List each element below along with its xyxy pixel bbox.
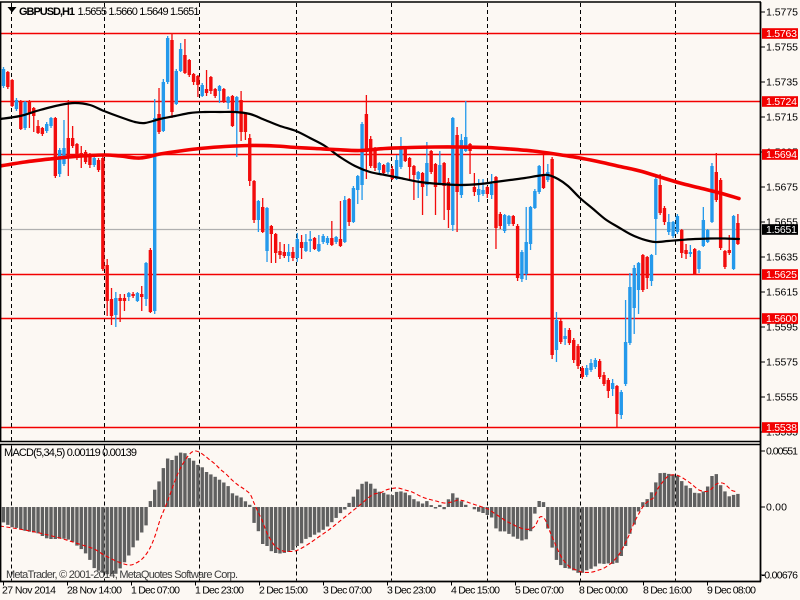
svg-text:1.5755: 1.5755 [766, 42, 798, 54]
svg-text:1.5763: 1.5763 [766, 28, 797, 40]
svg-text:0.00: 0.00 [766, 502, 787, 514]
svg-text:3 Dec 23:00: 3 Dec 23:00 [387, 585, 436, 597]
svg-text:1.5694: 1.5694 [766, 149, 797, 161]
svg-text:8 Dec 00:00: 8 Dec 00:00 [579, 585, 628, 597]
svg-text:1.5538: 1.5538 [766, 422, 797, 434]
svg-text:1.5635: 1.5635 [766, 252, 798, 264]
svg-text:1.5615: 1.5615 [766, 287, 798, 299]
svg-text:GBPUSD,H1: GBPUSD,H1 [19, 6, 75, 18]
svg-text:9 Dec 08:00: 9 Dec 08:00 [707, 585, 756, 597]
svg-text:1.5735: 1.5735 [766, 77, 798, 89]
svg-text:MetaTrader, © 2001-2014, MetaQ: MetaTrader, © 2001-2014, MetaQuotes Soft… [6, 569, 238, 581]
svg-text:3 Dec 07:00: 3 Dec 07:00 [323, 585, 372, 597]
svg-text:1.5775: 1.5775 [766, 7, 798, 19]
svg-text:1.5715: 1.5715 [766, 112, 798, 124]
svg-text:8 Dec 16:00: 8 Dec 16:00 [643, 585, 692, 597]
svg-text:1.5675: 1.5675 [766, 182, 798, 194]
svg-text:2 Dec 15:00: 2 Dec 15:00 [259, 585, 308, 597]
svg-text:1.5651: 1.5651 [766, 224, 797, 236]
svg-text:4 Dec 15:00: 4 Dec 15:00 [451, 585, 500, 597]
svg-text:1.5625: 1.5625 [766, 269, 797, 281]
svg-text:1 Dec 23:00: 1 Dec 23:00 [195, 585, 244, 597]
svg-text:1.5655 1.5660 1.5649 1.5651: 1.5655 1.5660 1.5649 1.5651 [78, 6, 200, 18]
svg-text:28 Nov 14:00: 28 Nov 14:00 [67, 585, 122, 597]
svg-text:5 Dec 07:00: 5 Dec 07:00 [515, 585, 564, 597]
svg-text:MACD(5,34,5) 0.00119 0.00139: MACD(5,34,5) 0.00119 0.00139 [4, 447, 137, 459]
svg-text:27 Nov 2014: 27 Nov 2014 [2, 585, 56, 597]
svg-text:1.5595: 1.5595 [766, 322, 798, 334]
svg-text:0.00551: 0.00551 [766, 446, 798, 458]
svg-text:1.5724: 1.5724 [766, 96, 797, 108]
svg-text:1.5555: 1.5555 [766, 392, 798, 404]
svg-text:1 Dec 07:00: 1 Dec 07:00 [131, 585, 180, 597]
svg-text:1.5600: 1.5600 [766, 313, 797, 325]
svg-text:1.5575: 1.5575 [766, 357, 798, 369]
svg-text:-0.00676: -0.00676 [762, 570, 799, 582]
